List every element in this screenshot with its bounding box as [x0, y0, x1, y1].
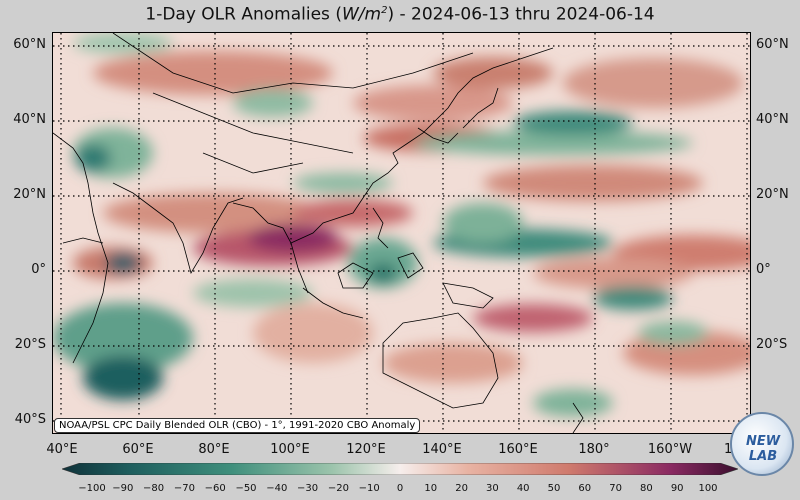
colorbar-tick-label: −100: [78, 483, 106, 494]
lon-label-180: 180°: [578, 442, 610, 457]
colorbar-tick-label: 10: [424, 483, 438, 494]
colorbar-tick-label: 30: [486, 483, 499, 494]
colorbar-tick-label: −20: [327, 483, 349, 494]
lat-label-40n: 40°N: [13, 112, 46, 127]
olr-anomaly-map: [52, 32, 751, 434]
colorbar: [62, 463, 738, 475]
lat-label-right-20s: 20°S: [756, 337, 788, 352]
lat-label-right-40n: 40°N: [756, 112, 789, 127]
map-title: 1-Day OLR Anomalies (W/m2) - 2024-06-13 …: [0, 0, 800, 26]
lat-label-60n: 60°N: [13, 37, 46, 52]
lat-label-right-0: 0°: [756, 262, 771, 277]
colorbar-tick-label: 80: [640, 483, 653, 494]
colorbar-tick-label: −40: [266, 483, 288, 494]
logo-text: NEW LAB: [745, 434, 781, 464]
colorbar-tick-label: −50: [235, 483, 257, 494]
lon-label-60e: 60°E: [122, 442, 154, 457]
colorbar-tick-label: −30: [297, 483, 319, 494]
lon-label-160e: 160°E: [498, 442, 538, 457]
colorbar-tick-label: −10: [358, 483, 380, 494]
title-units: W/m: [341, 4, 382, 25]
lat-label-40s: 40°S: [14, 412, 46, 427]
colorbar-tick-label: 90: [670, 483, 684, 494]
data-source-credit: NOAA/PSL CPC Daily Blended OLR (CBO) - 1…: [54, 418, 421, 433]
lon-label-40e: 40°E: [46, 442, 78, 457]
lat-label-20s: 20°S: [14, 337, 46, 352]
lat-label-right-60n: 60°N: [756, 37, 789, 52]
colorbar-tick-label: 50: [547, 483, 561, 494]
colorbar-tick-label: 70: [609, 483, 622, 494]
coastlines: [53, 33, 584, 433]
colorbar-tick-label: 100: [698, 483, 718, 494]
colorbar-tick-label: 20: [455, 483, 468, 494]
title-suffix: ) - 2024-06-13 thru 2024-06-14: [387, 4, 655, 25]
lon-label-80e: 80°E: [198, 442, 230, 457]
lon-label-160w: 160°W: [647, 442, 693, 457]
graticule: [53, 33, 750, 433]
colorbar-tick-label: −70: [173, 483, 195, 494]
lon-label-140e: 140°E: [422, 442, 462, 457]
noaa-lab-logo-icon: NEW LAB: [730, 412, 794, 476]
lat-label-right-20n: 20°N: [756, 187, 789, 202]
colorbar-tick-label: 60: [578, 483, 592, 494]
lat-label-0: 0°: [31, 262, 46, 277]
colorbar-tick-label: 40: [516, 483, 530, 494]
colorbar-tick-label: −90: [112, 483, 134, 494]
lon-label-100e: 100°E: [270, 442, 310, 457]
colorbar-tick-label: 0: [396, 483, 404, 494]
title-units-exponent: 2: [381, 5, 388, 16]
title-prefix: 1-Day OLR Anomalies (: [145, 4, 342, 25]
colorbar-tick-label: −80: [143, 483, 165, 494]
lon-label-120e: 120°E: [346, 442, 386, 457]
map-canvas: [53, 33, 750, 433]
lat-label-20n: 20°N: [13, 187, 46, 202]
colorbar-tick-label: −60: [204, 483, 226, 494]
